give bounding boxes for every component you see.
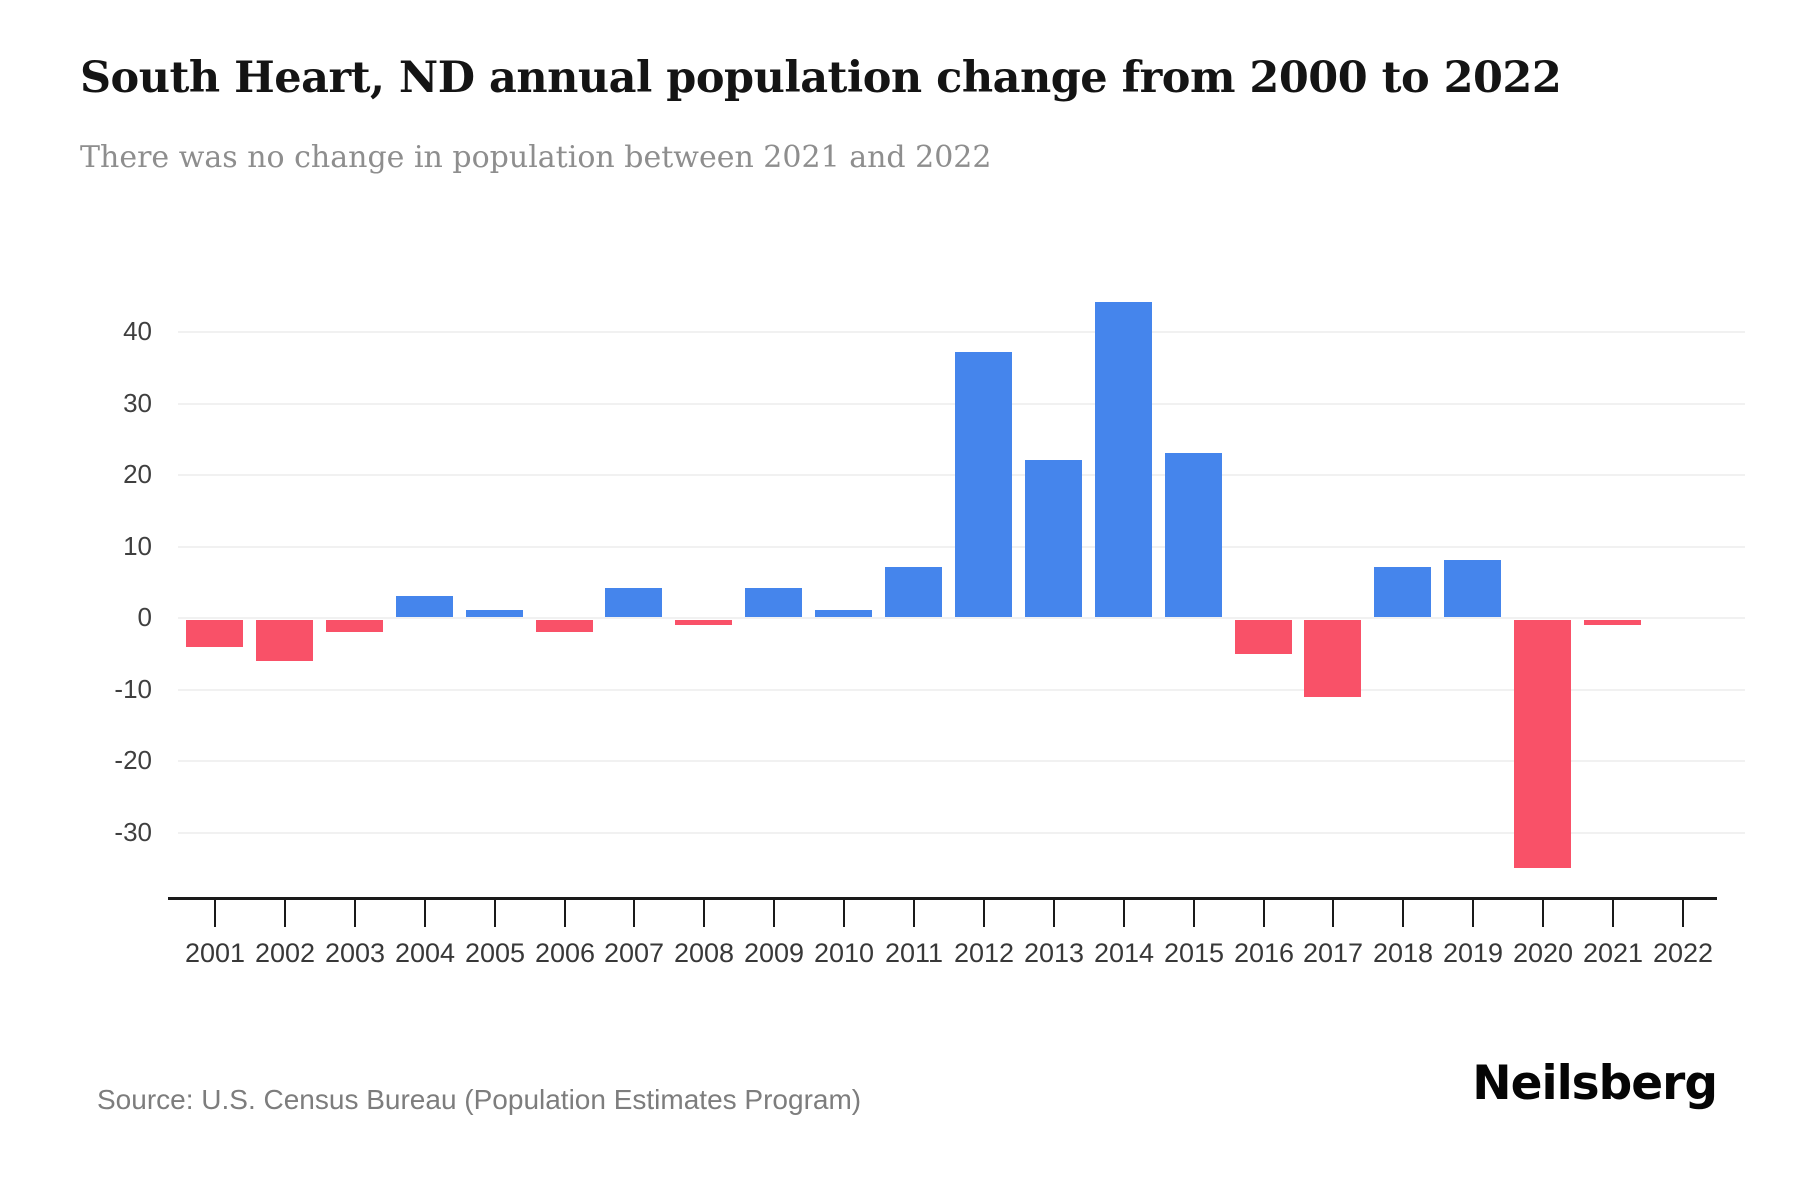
x-axis-tick-2012 — [983, 900, 985, 927]
chart-subtitle: There was no change in population betwee… — [80, 140, 992, 175]
bar-2003[interactable] — [326, 620, 383, 632]
bar-2013[interactable] — [1025, 460, 1082, 617]
x-axis-tick-2021 — [1612, 900, 1614, 927]
bar-2015[interactable] — [1165, 453, 1222, 617]
y-axis-tick-label-30: 30 — [123, 388, 152, 418]
x-axis-label-2004: 2004 — [394, 938, 456, 968]
bar-2011[interactable] — [885, 567, 942, 617]
gridline--10 — [178, 689, 1745, 691]
bar-2014[interactable] — [1095, 302, 1152, 617]
x-axis-label-2003: 2003 — [324, 938, 386, 968]
x-axis-tick-2013 — [1053, 900, 1055, 927]
x-axis-tick-2022 — [1682, 900, 1684, 927]
x-axis-label-2010: 2010 — [813, 938, 875, 968]
y-axis-tick-label--30: -30 — [114, 817, 152, 847]
x-axis-tick-2003 — [354, 900, 356, 927]
brand-logo: Neilsberg — [1472, 1056, 1718, 1111]
bar-2018[interactable] — [1374, 567, 1431, 617]
bar-2006[interactable] — [536, 620, 593, 632]
bar-2010[interactable] — [815, 610, 872, 617]
gridline-0 — [178, 617, 1745, 619]
x-axis-tick-2018 — [1402, 900, 1404, 927]
bar-2004[interactable] — [396, 596, 453, 617]
x-axis-line — [168, 897, 1717, 900]
x-axis-tick-2008 — [703, 900, 705, 927]
x-axis-label-2002: 2002 — [254, 938, 316, 968]
x-axis-tick-2015 — [1193, 900, 1195, 927]
x-axis-tick-2020 — [1542, 900, 1544, 927]
bar-2020[interactable] — [1514, 620, 1571, 868]
x-axis-tick-2005 — [494, 900, 496, 927]
x-axis-label-2018: 2018 — [1372, 938, 1434, 968]
x-axis-label-2001: 2001 — [184, 938, 246, 968]
x-axis-label-2017: 2017 — [1302, 938, 1364, 968]
x-axis-tick-2014 — [1123, 900, 1125, 927]
bar-2002[interactable] — [256, 620, 313, 661]
x-axis-tick-2009 — [773, 900, 775, 927]
y-axis-tick-label--10: -10 — [114, 674, 152, 704]
x-axis-label-2021: 2021 — [1582, 938, 1644, 968]
y-axis-tick-label-40: 40 — [123, 316, 152, 346]
x-axis-tick-2001 — [214, 900, 216, 927]
bar-2005[interactable] — [466, 610, 523, 617]
x-axis-label-2005: 2005 — [464, 938, 526, 968]
x-axis-label-2009: 2009 — [743, 938, 805, 968]
bar-2016[interactable] — [1235, 620, 1292, 654]
y-axis-tick-label-0: 0 — [137, 602, 152, 632]
x-axis-tick-2016 — [1263, 900, 1265, 927]
x-axis-label-2007: 2007 — [603, 938, 665, 968]
x-axis-label-2012: 2012 — [953, 938, 1015, 968]
x-axis-tick-2004 — [424, 900, 426, 927]
x-axis-tick-2011 — [913, 900, 915, 927]
x-axis-label-2011: 2011 — [884, 938, 944, 968]
x-axis-label-2013: 2013 — [1023, 938, 1085, 968]
bar-2007[interactable] — [605, 588, 662, 617]
x-axis-tick-2002 — [284, 900, 286, 927]
x-axis-label-2008: 2008 — [673, 938, 735, 968]
gridline-40 — [178, 331, 1745, 333]
x-axis-tick-2006 — [564, 900, 566, 927]
bar-2012[interactable] — [955, 352, 1012, 617]
bar-2008[interactable] — [675, 620, 732, 625]
x-axis-label-2016: 2016 — [1233, 938, 1295, 968]
bar-2001[interactable] — [186, 620, 243, 647]
chart-title: South Heart, ND annual population change… — [80, 53, 1562, 103]
y-axis-tick-label-10: 10 — [123, 531, 152, 561]
x-axis-label-2020: 2020 — [1512, 938, 1574, 968]
y-axis-tick-label-20: 20 — [123, 459, 152, 489]
bar-2021[interactable] — [1584, 620, 1641, 625]
gridline--20 — [178, 760, 1745, 762]
gridline--30 — [178, 832, 1745, 834]
x-axis-label-2019: 2019 — [1442, 938, 1504, 968]
bar-2019[interactable] — [1444, 560, 1501, 617]
x-axis-tick-2007 — [633, 900, 635, 927]
y-axis-tick-label--20: -20 — [114, 745, 152, 775]
bar-2009[interactable] — [745, 588, 802, 617]
x-axis-label-2006: 2006 — [534, 938, 596, 968]
x-axis-label-2022: 2022 — [1652, 938, 1714, 968]
bar-2017[interactable] — [1304, 620, 1361, 697]
x-axis-label-2015: 2015 — [1163, 938, 1225, 968]
x-axis-tick-2019 — [1472, 900, 1474, 927]
x-axis-tick-2010 — [843, 900, 845, 927]
source-note: Source: U.S. Census Bureau (Population E… — [97, 1084, 862, 1115]
x-axis-tick-2017 — [1332, 900, 1334, 927]
x-axis-label-2014: 2014 — [1093, 938, 1155, 968]
